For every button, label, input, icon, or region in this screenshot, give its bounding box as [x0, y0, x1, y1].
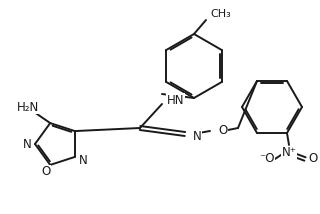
Text: O: O [308, 153, 318, 165]
Text: H₂N: H₂N [17, 101, 39, 114]
Text: N: N [78, 155, 87, 167]
Text: CH₃: CH₃ [210, 9, 231, 19]
Text: N⁺: N⁺ [282, 146, 296, 159]
Text: O: O [42, 165, 51, 178]
Text: N: N [23, 138, 31, 150]
Text: N: N [193, 129, 202, 143]
Text: ⁻O: ⁻O [259, 153, 275, 165]
Text: HN: HN [167, 94, 185, 107]
Text: O: O [218, 123, 227, 137]
